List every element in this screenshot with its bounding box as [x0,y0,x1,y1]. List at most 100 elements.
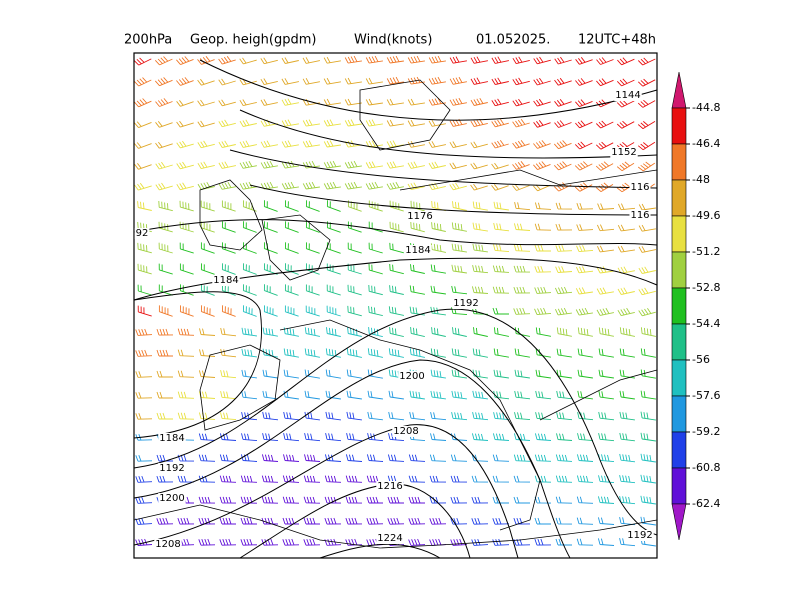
wind-barb [218,78,236,86]
wind-barb [304,390,320,400]
wind-barb [617,224,635,232]
colorbar-band [671,143,687,181]
wind-barb [198,433,216,441]
wind-barb [176,161,194,170]
wind-barb [220,391,237,400]
wind-barb [241,348,257,358]
wind-barb [513,454,531,462]
wind-barb [407,140,425,148]
wind-barb [346,390,362,400]
wind-barb [534,517,551,525]
colorbar-label: -54.4 [692,317,720,330]
wind-barb [177,328,195,336]
wind-barb [347,200,362,212]
wind-barb [430,369,446,379]
wind-barb [135,475,153,483]
wind-barb [366,496,383,504]
colorbar-label: -56 [692,353,710,366]
wind-barb [575,307,593,316]
wind-barb [387,454,405,462]
contour-label-bg [376,481,404,492]
wind-barb [430,348,446,358]
wind-barb [260,78,278,86]
contour-label: 1192 [453,298,478,309]
wind-barb [347,284,362,296]
wind-barb [470,141,488,149]
wind-barb [365,98,383,106]
wind-barb [219,475,237,483]
contour-label: 1144 [615,90,640,101]
wind-barb [428,182,446,191]
wind-barb [555,223,573,231]
wind-barb [326,327,341,337]
wind-barb [637,161,656,172]
contour-line [133,219,658,246]
coastline [399,169,658,191]
colorbar-band [671,107,687,145]
wind-barb [429,475,447,483]
wind-barb [242,221,257,233]
wind-barb [368,327,383,338]
wind-barb [577,412,594,421]
wind-barb [472,348,488,358]
wind-barb [577,348,593,358]
wind-barb [533,98,551,107]
wind-barb [325,348,341,358]
wind-barb [534,307,552,316]
wind-barb [492,265,510,273]
wind-barb [577,390,593,400]
colorbar-band [671,287,687,325]
wind-barb [595,182,614,192]
wind-barb [514,412,531,421]
wind-barb [430,433,447,441]
wind-barb [452,201,467,211]
wind-barb [176,140,194,149]
contour-label-bg [406,211,434,222]
wind-barb [409,285,425,295]
wind-barb [450,538,468,546]
coastline [539,369,658,421]
wind-barb [555,475,573,483]
wind-barb [305,200,320,212]
wind-barb [137,284,152,296]
wind-barb [284,242,299,254]
wind-barb [134,182,152,191]
contour-label: 1176 [407,211,432,222]
wind-barb [324,475,342,483]
wind-barb [323,140,341,148]
wind-barb [242,284,257,296]
wind-barb [239,181,257,190]
wind-barb [616,182,635,193]
wind-barb [177,391,195,399]
contour-line [133,257,658,301]
wind-barb [303,517,320,525]
wind-barb [577,327,593,337]
wind-barb [135,371,153,378]
contour-label-bg [158,433,186,444]
wind-barb [219,517,236,525]
wind-barb [408,538,426,546]
contour-line [229,149,658,189]
wind-barb [197,140,215,149]
wind-barb [283,369,299,379]
wind-barb [430,264,446,274]
wind-barb [619,453,636,463]
wind-barb [344,181,362,190]
coastline [133,504,658,549]
wind-barb [303,496,321,504]
wind-barb [323,119,341,127]
wind-barb [176,56,194,66]
title-date: 01.052025. [476,33,550,48]
wind-barb [156,370,173,378]
wind-barb [640,327,656,337]
wind-barb [493,327,509,337]
wind-barb [283,454,300,462]
colorbar-band [671,179,687,217]
wind-barb [262,369,278,379]
wind-barb [534,433,552,441]
wind-barb [492,433,510,441]
wind-barb [324,454,342,462]
wind-barb [512,56,530,65]
wind-barb [158,305,173,317]
